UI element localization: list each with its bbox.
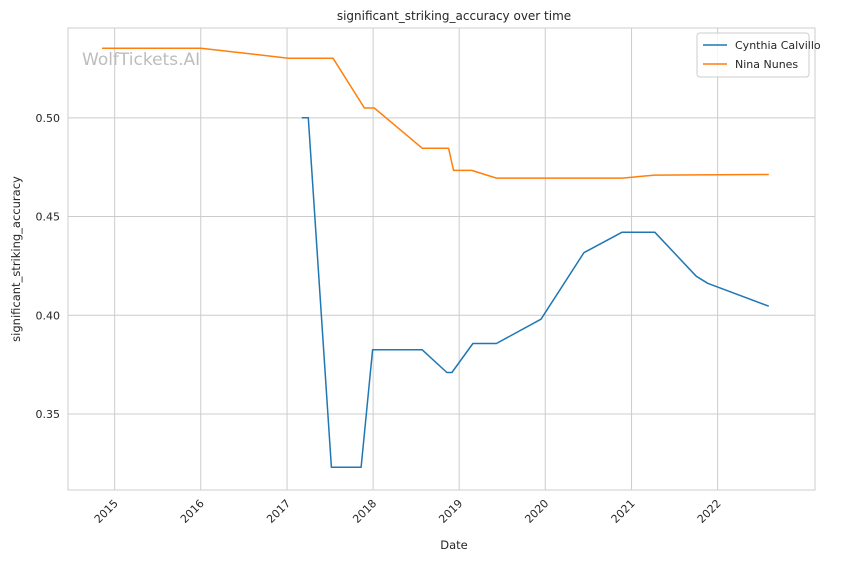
x-tick-label: 2015 xyxy=(92,497,121,526)
x-axis-label: Date xyxy=(440,538,468,552)
y-tick-labels: 0.35 0.40 0.45 0.50 xyxy=(36,112,61,421)
x-tick-label: 2020 xyxy=(522,497,551,526)
legend: Cynthia Calvillo Nina Nunes xyxy=(696,32,821,78)
legend-box xyxy=(696,32,810,78)
grid xyxy=(68,28,815,490)
y-axis-label: significant_striking_accuracy xyxy=(9,176,23,342)
y-tick-label: 0.40 xyxy=(36,309,61,322)
series-line-nina-nunes xyxy=(102,47,769,179)
series-layer xyxy=(102,47,770,469)
x-tick-labels: 2015 2016 2017 2018 2019 2020 2021 2022 xyxy=(92,497,724,526)
watermark: WolfTickets.AI xyxy=(82,50,200,70)
y-tick-label: 0.50 xyxy=(36,112,61,125)
x-tick-label: 2022 xyxy=(695,497,724,526)
x-tick-label: 2021 xyxy=(609,497,638,526)
y-tick-label: 0.45 xyxy=(36,211,61,224)
y-tick-label: 0.35 xyxy=(36,408,61,421)
x-tick-label: 2016 xyxy=(178,497,207,526)
x-tick-label: 2019 xyxy=(436,497,465,526)
x-tick-label: 2018 xyxy=(350,497,379,526)
x-tick-label: 2017 xyxy=(264,497,293,526)
legend-label-cynthia-calvillo: Cynthia Calvillo xyxy=(735,39,821,52)
chart-title: significant_striking_accuracy over time xyxy=(337,9,571,23)
plot-area xyxy=(67,27,816,491)
legend-label-nina-nunes: Nina Nunes xyxy=(735,58,798,71)
series-line-cynthia-calvillo xyxy=(301,117,770,469)
